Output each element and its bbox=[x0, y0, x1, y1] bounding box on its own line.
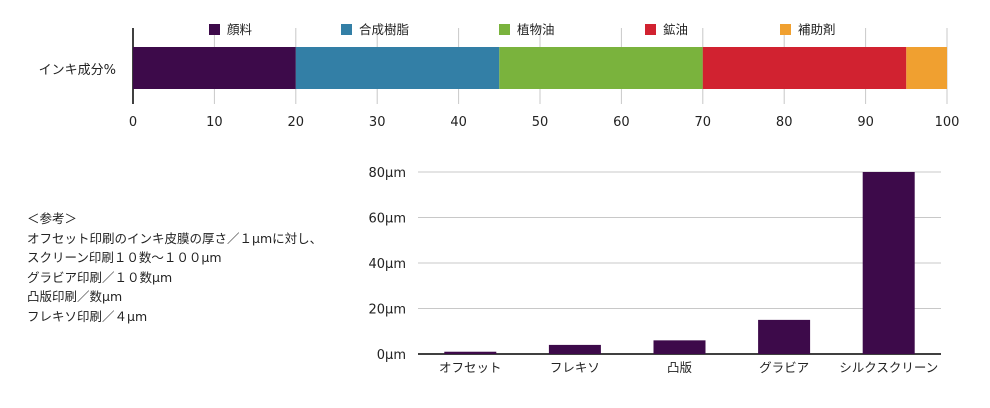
c1-legend-label: 合成樹脂 bbox=[359, 22, 409, 37]
c2-category-label: シルクスクリーン bbox=[839, 360, 938, 375]
c1-x-tick-label: 70 bbox=[695, 115, 712, 130]
c1-legend-swatch bbox=[209, 24, 220, 35]
c1-x-tick-label: 90 bbox=[857, 115, 874, 130]
c1-legend: 顔料 合成樹脂 植物油 鉱油 補助剤 bbox=[209, 22, 836, 37]
c1-x-tick-label: 10 bbox=[206, 115, 223, 130]
c2-category-label: グラビア bbox=[759, 360, 809, 375]
c1-legend-label: 植物油 bbox=[517, 22, 555, 37]
c1-bar-segment bbox=[499, 47, 703, 89]
c1-stacked-bar bbox=[133, 47, 947, 89]
note-line: グラビア印刷／１０数μm bbox=[27, 269, 173, 285]
c2-category-labels: オフセット フレキソ 凸版 グラビア シルクスクリーン bbox=[439, 360, 938, 375]
c2-category-label: オフセット bbox=[439, 360, 502, 375]
ink-composition-chart: 顔料 合成樹脂 植物油 鉱油 補助剤 0 10 20 30 40 50 60 70 80 90 100 イン… bbox=[39, 22, 960, 130]
note-line: フレキソ印刷／４μm bbox=[27, 308, 148, 324]
c1-bar-segment bbox=[295, 47, 500, 89]
c2-y-tick-label: 60μm bbox=[369, 212, 406, 227]
c1-bar-segment bbox=[133, 47, 296, 89]
note-line: スクリーン印刷１０数〜１００μm bbox=[27, 250, 222, 265]
c1-x-tick-label: 80 bbox=[776, 115, 793, 130]
c2-y-tick-label: 80μm bbox=[369, 166, 406, 181]
note-line: 凸版印刷／数μm bbox=[27, 289, 123, 304]
c1-x-tick-label: 40 bbox=[450, 115, 467, 130]
c1-legend-swatch bbox=[499, 24, 510, 35]
c1-x-tick-label: 100 bbox=[935, 115, 960, 130]
c2-bars bbox=[444, 172, 915, 354]
c1-legend-label: 鉱油 bbox=[663, 22, 688, 37]
reference-note: ＜参考＞ オフセット印刷のインキ皮膜の厚さ／１μmに対し、 スクリーン印刷１０数… bbox=[27, 209, 322, 326]
c1-category-label: インキ成分% bbox=[39, 63, 116, 78]
c2-bar bbox=[444, 351, 497, 354]
c1-x-tick-labels: 0 10 20 30 40 50 60 70 80 90 100 bbox=[129, 115, 960, 130]
c1-legend-swatch bbox=[780, 24, 791, 35]
c2-y-tick-label: 40μm bbox=[369, 257, 406, 272]
c2-gridlines bbox=[418, 171, 941, 355]
c1-legend-swatch bbox=[341, 24, 352, 35]
c2-y-tick-labels: 0μm 20μm 40μm 60μm 80μm bbox=[369, 166, 406, 363]
c1-legend-swatch bbox=[645, 24, 656, 35]
c2-bar bbox=[653, 340, 706, 354]
c1-x-tick-label: 50 bbox=[532, 115, 549, 130]
c1-x-tick-label: 60 bbox=[613, 115, 630, 130]
c2-y-tick-label: 0μm bbox=[377, 348, 406, 363]
c1-legend-label: 補助剤 bbox=[798, 22, 836, 37]
c1-bar-segment bbox=[702, 47, 907, 89]
c2-category-label: フレキソ bbox=[550, 360, 600, 375]
c2-bar bbox=[548, 344, 601, 354]
c2-bar bbox=[862, 172, 915, 354]
c2-category-label: 凸版 bbox=[667, 360, 693, 375]
c1-x-tick-label: 30 bbox=[369, 115, 386, 130]
c1-bar-segment bbox=[906, 47, 947, 89]
note-line: ＜参考＞ bbox=[27, 211, 78, 226]
c1-x-tick-label: 0 bbox=[129, 115, 137, 130]
c2-bar bbox=[758, 319, 811, 354]
note-line: オフセット印刷のインキ皮膜の厚さ／１μmに対し、 bbox=[27, 230, 323, 246]
c1-x-tick-label: 20 bbox=[288, 115, 305, 130]
c2-y-tick-label: 20μm bbox=[369, 303, 406, 318]
c1-legend-label: 顔料 bbox=[227, 22, 253, 37]
